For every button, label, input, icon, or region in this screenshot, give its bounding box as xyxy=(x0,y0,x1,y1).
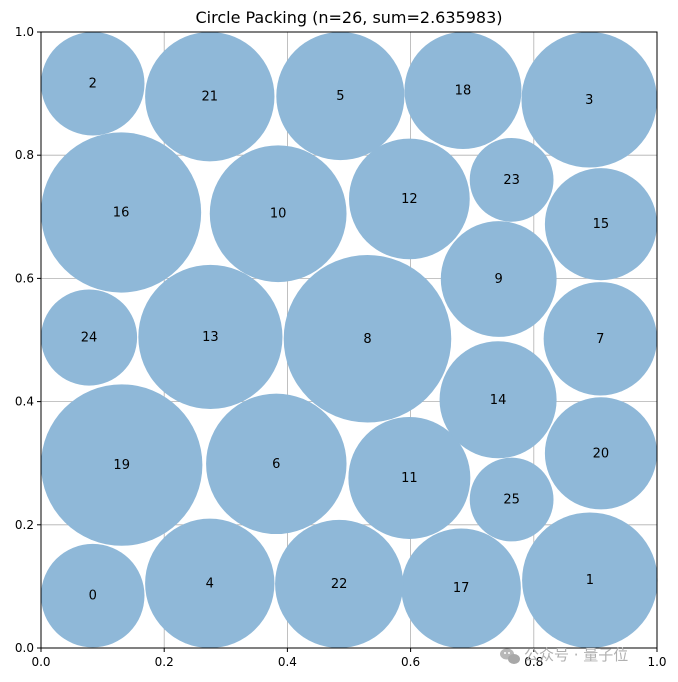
x-tick-label: 0.4 xyxy=(278,655,297,669)
x-tick-label: 0.6 xyxy=(401,655,420,669)
y-tick-label: 0.8 xyxy=(15,148,34,162)
circle-label-4: 4 xyxy=(206,576,214,591)
circle-label-11: 11 xyxy=(401,471,418,486)
circle-12 xyxy=(349,138,470,260)
x-tick-label: 0.8 xyxy=(524,655,543,669)
circle-label-7: 7 xyxy=(596,332,604,347)
circle-label-16: 16 xyxy=(113,205,130,220)
circle-label-22: 22 xyxy=(331,577,348,592)
y-tick-label: 0.0 xyxy=(15,641,34,655)
circle-label-21: 21 xyxy=(202,90,219,105)
circle-label-8: 8 xyxy=(363,332,371,347)
circle-label-6: 6 xyxy=(272,457,280,472)
circle-25 xyxy=(469,457,554,542)
circle-label-3: 3 xyxy=(585,93,593,108)
circle-label-2: 2 xyxy=(89,77,97,92)
circle-7 xyxy=(543,282,657,396)
circle-22 xyxy=(275,519,404,648)
watermark: 公众号 · 量子位 xyxy=(500,646,628,664)
axis-ticks: 0.0 0.2 0.4 0.6 0.8 1.0 0.0 0.2 0.4 0.6 0.8 1.0 xyxy=(15,25,667,669)
y-tick-label: 1.0 xyxy=(15,25,34,39)
circle-21 xyxy=(145,32,275,162)
circle-label-25: 25 xyxy=(503,493,520,508)
circle-23 xyxy=(469,137,554,222)
chart-title: Circle Packing (n=26, sum=2.635983) xyxy=(195,8,502,27)
circle-17 xyxy=(401,528,521,648)
x-tick-label: 1.0 xyxy=(647,655,666,669)
y-tick-label: 0.4 xyxy=(15,395,34,409)
circle-18 xyxy=(404,31,522,150)
circle-label-12: 12 xyxy=(401,192,418,207)
circle-label-19: 19 xyxy=(113,458,130,473)
circle-13 xyxy=(138,264,283,409)
circle-label-13: 13 xyxy=(202,330,219,345)
y-tick-label: 0.2 xyxy=(15,518,34,532)
circles: 0123456789101112131415161718192021222324… xyxy=(40,31,658,648)
circle-10 xyxy=(209,145,347,283)
circle-11 xyxy=(348,417,471,539)
circle-19 xyxy=(41,384,203,546)
circle-5 xyxy=(276,32,405,161)
x-tick-label: 0.2 xyxy=(155,655,174,669)
y-tick-label: 0.6 xyxy=(15,271,34,285)
circle-label-5: 5 xyxy=(336,89,344,104)
circle-1 xyxy=(522,512,658,648)
circle-15 xyxy=(544,168,657,281)
circle-16 xyxy=(41,132,202,293)
circle-label-1: 1 xyxy=(586,573,594,588)
circle-24 xyxy=(40,289,138,386)
circle-8 xyxy=(283,254,452,423)
circle-4 xyxy=(145,518,275,648)
circle-label-24: 24 xyxy=(81,331,98,346)
plot-frame xyxy=(40,31,658,649)
circle-9 xyxy=(440,221,557,337)
circle-label-15: 15 xyxy=(593,217,610,232)
circle-6 xyxy=(206,393,347,535)
wechat-icon xyxy=(500,648,520,664)
circle-label-18: 18 xyxy=(455,84,472,99)
circle-label-10: 10 xyxy=(270,207,287,222)
circle-label-23: 23 xyxy=(503,173,520,188)
circle-label-17: 17 xyxy=(453,581,470,596)
circle-label-20: 20 xyxy=(593,446,610,461)
x-tick-label: 0.0 xyxy=(31,655,50,669)
circle-2 xyxy=(41,32,145,136)
circle-0 xyxy=(41,543,145,648)
circle-20 xyxy=(544,397,657,510)
circle-14 xyxy=(439,341,557,459)
circle-label-9: 9 xyxy=(495,272,503,287)
circle-label-0: 0 xyxy=(89,589,97,604)
circle-3 xyxy=(521,32,657,168)
watermark-text: 公众号 · 量子位 xyxy=(524,646,628,664)
circle-label-14: 14 xyxy=(490,393,507,408)
